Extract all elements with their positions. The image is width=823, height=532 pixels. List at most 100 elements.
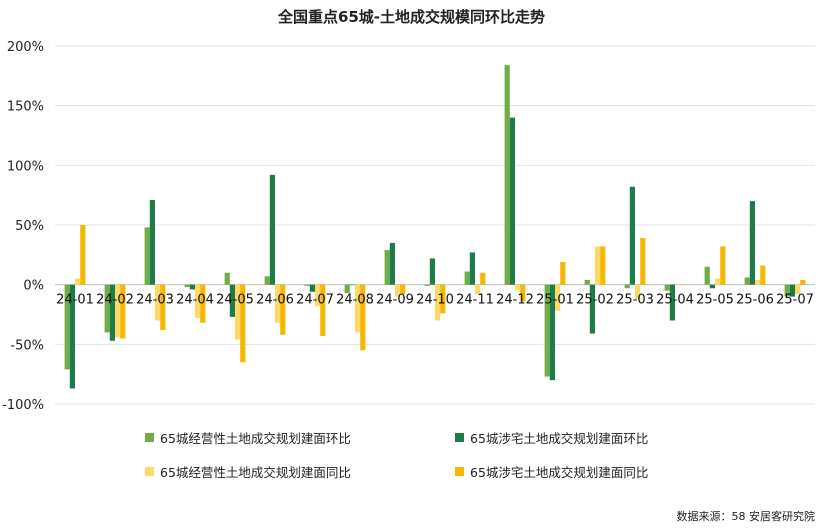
bar [624,284,630,289]
y-tick-label: 150% [7,100,44,115]
y-tick-label: 200% [7,40,44,55]
bar [549,284,555,381]
bar [384,250,390,285]
bar [189,284,195,290]
bar [235,284,241,340]
bar [600,246,606,285]
y-tick-label: 0% [23,279,44,294]
x-tick-label: 24-05 [216,293,254,308]
source-note: 数据来源：58 安居客研究院 [676,510,816,523]
bar [744,277,750,285]
bar [464,271,470,285]
bar [184,284,190,288]
bar [160,284,166,331]
bar [675,284,681,286]
x-tick-label: 24-03 [136,293,174,308]
x-tick-label: 24-10 [416,293,454,308]
bar [709,284,715,289]
bar [104,284,110,333]
bar [115,284,121,338]
legend-swatch [145,433,154,442]
bar [80,225,86,285]
y-tick-label: 100% [7,159,44,174]
bar [144,227,150,285]
bar [440,284,446,314]
bar [75,278,81,285]
bar [469,252,475,285]
legend-label: 65城涉宅土地成交规划建面环比 [470,431,649,446]
bar [515,284,521,291]
bar [224,272,230,285]
legend-label: 65城经营性土地成交规划建面同比 [160,465,351,480]
bar [635,284,641,299]
bar [304,284,310,286]
x-tick-label: 25-07 [776,293,814,308]
bar [360,284,366,351]
bar [240,284,246,363]
bar [520,284,526,302]
bar [400,284,406,295]
bar [64,284,70,370]
x-tick-label: 24-04 [176,293,214,308]
bar [275,284,281,323]
legend-item: 65城经营性土地成交规划建面同比 [145,462,351,481]
x-tick-label: 25-04 [656,293,694,308]
bar [264,276,270,285]
bar [509,117,515,285]
bar [344,284,350,294]
bar [195,284,201,319]
bar [720,246,726,285]
bar [560,261,566,285]
bar [760,265,766,285]
x-tick-label: 24-12 [496,293,534,308]
bar [789,284,795,297]
bar [149,199,155,285]
bar [475,284,481,295]
x-tick-label: 24-01 [56,293,94,308]
x-tick-label: 24-09 [376,293,414,308]
bar [669,284,675,321]
bar [795,284,801,295]
bar [309,284,315,292]
chart-title: 全国重点65城-土地成交规模同环比走势 [277,8,546,26]
x-tick-label: 25-02 [576,293,614,308]
bar [755,279,761,285]
x-tick-label: 24-06 [256,293,294,308]
x-tick-label: 25-05 [696,293,734,308]
bar [280,284,286,335]
bar [555,284,561,311]
x-tick-label: 24-11 [456,293,494,308]
bar [109,284,115,341]
bar [680,284,686,286]
bar [349,284,355,286]
bar [315,284,321,307]
bar [120,284,126,339]
bar [749,201,755,285]
bar [640,238,646,285]
bar [784,284,790,297]
bar [200,284,206,323]
x-tick-label: 25-01 [536,293,574,308]
legend-label: 65城经营性土地成交规划建面环比 [160,431,351,446]
bar [435,284,441,321]
bar [629,186,635,285]
bar [269,174,275,285]
bar [480,272,486,285]
y-tick-label: -100% [2,398,44,413]
legend-item: 65城涉宅土地成交规划建面环比 [455,428,648,447]
bar [595,246,601,285]
bar [355,284,361,333]
legend-label: 65城涉宅土地成交规划建面同比 [470,465,649,480]
legend-item: 65城经营性土地成交规划建面环比 [145,428,351,447]
x-tick-label: 25-03 [616,293,654,308]
bar [800,279,806,285]
bar [664,284,670,291]
bar [429,258,435,285]
legend-swatch [145,467,154,476]
bar [389,242,395,285]
legend-swatch [455,433,464,442]
bar [229,284,235,317]
bar [544,284,550,377]
x-tick-label: 25-06 [736,293,774,308]
